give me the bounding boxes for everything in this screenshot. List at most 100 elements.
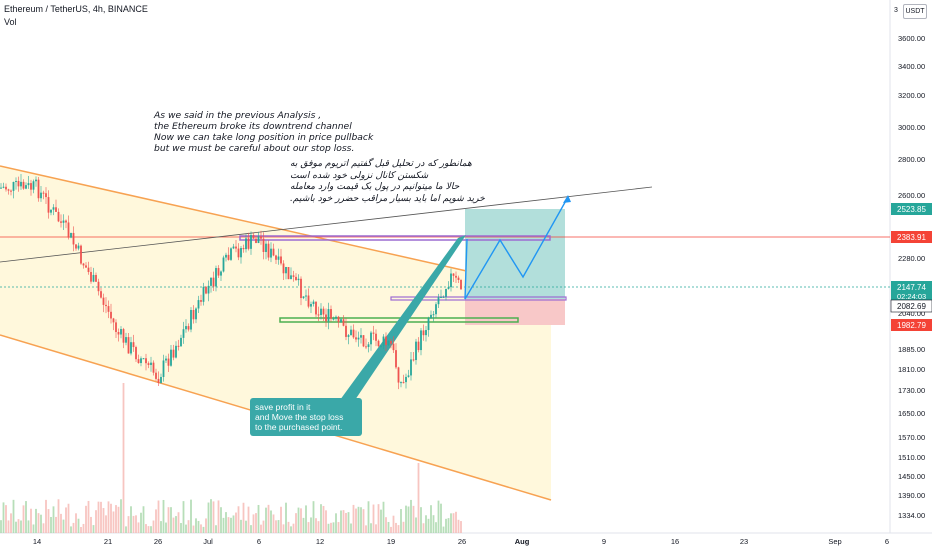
candle-body[interactable] bbox=[22, 181, 25, 189]
candle-body[interactable] bbox=[352, 329, 355, 338]
candle-body[interactable] bbox=[295, 276, 297, 281]
candle-body[interactable] bbox=[447, 287, 450, 289]
candle-body[interactable] bbox=[27, 183, 30, 186]
candle-body[interactable] bbox=[7, 189, 10, 191]
candle-body[interactable] bbox=[367, 344, 370, 348]
candlesticks[interactable] bbox=[0, 173, 462, 390]
projected-price-path[interactable] bbox=[464, 196, 569, 300]
candle-body[interactable] bbox=[247, 238, 250, 249]
candle-body[interactable] bbox=[282, 263, 285, 274]
candle-body[interactable] bbox=[35, 179, 37, 182]
candle-body[interactable] bbox=[280, 256, 282, 264]
candle-body[interactable] bbox=[82, 263, 85, 266]
candle-body[interactable] bbox=[185, 326, 187, 330]
candle-body[interactable] bbox=[317, 314, 320, 316]
candle-body[interactable] bbox=[417, 341, 420, 351]
candle-body[interactable] bbox=[180, 337, 182, 347]
candle-body[interactable] bbox=[437, 297, 440, 305]
candle-body[interactable] bbox=[380, 345, 382, 347]
candle-body[interactable] bbox=[297, 278, 300, 281]
channel-upper-line[interactable] bbox=[0, 165, 552, 291]
candle-body[interactable] bbox=[310, 304, 312, 307]
candle-body[interactable] bbox=[265, 243, 267, 252]
candle-body[interactable] bbox=[102, 297, 105, 305]
candle-body[interactable] bbox=[80, 245, 82, 264]
candle-body[interactable] bbox=[387, 341, 390, 346]
candle-body[interactable] bbox=[125, 337, 127, 343]
candle-body[interactable] bbox=[120, 329, 122, 335]
candle-body[interactable] bbox=[165, 358, 167, 361]
candle-body[interactable] bbox=[245, 238, 247, 250]
candle-body[interactable] bbox=[235, 246, 237, 249]
purple-entry-zone[interactable] bbox=[390, 296, 567, 301]
candle-body[interactable] bbox=[375, 333, 377, 341]
candle-body[interactable] bbox=[300, 278, 302, 299]
candle-body[interactable] bbox=[145, 358, 147, 364]
candle-body[interactable] bbox=[452, 273, 455, 276]
candle-body[interactable] bbox=[422, 330, 425, 336]
candle-body[interactable] bbox=[315, 301, 317, 315]
candle-body[interactable] bbox=[340, 319, 342, 323]
candle-body[interactable] bbox=[222, 257, 225, 272]
candle-body[interactable] bbox=[330, 309, 332, 319]
candle-body[interactable] bbox=[190, 309, 192, 330]
candle-body[interactable] bbox=[5, 186, 7, 190]
candle-body[interactable] bbox=[142, 358, 145, 360]
candle-body[interactable] bbox=[285, 267, 287, 274]
candle-body[interactable] bbox=[215, 268, 217, 287]
candle-body[interactable] bbox=[205, 286, 207, 294]
candle-body[interactable] bbox=[360, 335, 362, 338]
candle-body[interactable] bbox=[275, 255, 277, 260]
candle-body[interactable] bbox=[177, 345, 180, 347]
candle-body[interactable] bbox=[320, 308, 322, 315]
candle-body[interactable] bbox=[365, 346, 367, 348]
candle-body[interactable] bbox=[250, 235, 252, 249]
candle-body[interactable] bbox=[90, 272, 92, 282]
candle-body[interactable] bbox=[52, 207, 55, 210]
candle-body[interactable] bbox=[272, 248, 275, 256]
candle-body[interactable] bbox=[242, 248, 245, 250]
candle-body[interactable] bbox=[350, 329, 352, 336]
candle-body[interactable] bbox=[72, 232, 75, 245]
candle-body[interactable] bbox=[95, 274, 97, 282]
candle-body[interactable] bbox=[355, 337, 357, 340]
candle-body[interactable] bbox=[410, 359, 412, 376]
candle-body[interactable] bbox=[105, 304, 107, 307]
candle-body[interactable] bbox=[377, 340, 380, 347]
candle-body[interactable] bbox=[150, 362, 152, 365]
candle-body[interactable] bbox=[362, 335, 365, 347]
candle-body[interactable] bbox=[87, 267, 90, 273]
candle-body[interactable] bbox=[197, 300, 200, 309]
volume-legend[interactable]: Vol bbox=[4, 17, 17, 27]
candle-body[interactable] bbox=[405, 376, 407, 383]
stop-loss-zone[interactable] bbox=[465, 299, 565, 325]
candle-body[interactable] bbox=[225, 254, 227, 258]
candle-body[interactable] bbox=[237, 248, 240, 258]
candle-body[interactable] bbox=[257, 236, 260, 243]
candle-body[interactable] bbox=[445, 288, 447, 297]
candle-body[interactable] bbox=[335, 316, 337, 319]
candle-body[interactable] bbox=[287, 267, 290, 280]
candle-body[interactable] bbox=[42, 192, 45, 194]
candle-body[interactable] bbox=[450, 273, 452, 288]
candle-body[interactable] bbox=[135, 347, 137, 360]
purple-resistance-zone[interactable] bbox=[239, 235, 551, 241]
candle-body[interactable] bbox=[332, 318, 335, 320]
candle-body[interactable] bbox=[67, 222, 70, 238]
candle-body[interactable] bbox=[170, 349, 172, 366]
candle-body[interactable] bbox=[47, 197, 50, 213]
candle-body[interactable] bbox=[55, 207, 57, 212]
candle-body[interactable] bbox=[152, 362, 155, 373]
candle-body[interactable] bbox=[217, 268, 220, 276]
candle-body[interactable] bbox=[127, 337, 130, 354]
candle-body[interactable] bbox=[160, 376, 162, 383]
candle-body[interactable] bbox=[327, 309, 330, 322]
candle-body[interactable] bbox=[117, 332, 120, 335]
candle-body[interactable] bbox=[407, 375, 410, 377]
candle-body[interactable] bbox=[85, 265, 87, 268]
candle-body[interactable] bbox=[62, 220, 65, 223]
candle-body[interactable] bbox=[390, 341, 392, 344]
candle-body[interactable] bbox=[12, 181, 15, 191]
